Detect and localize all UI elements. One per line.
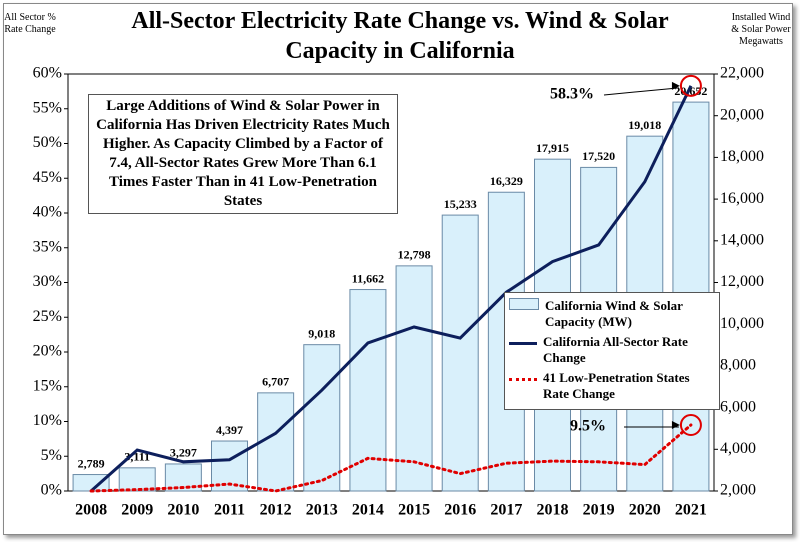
y2-axis-label: Installed Wind & Solar Power Megawatts: [731, 12, 791, 47]
legend-key: [509, 298, 539, 310]
arrow-head: [671, 81, 680, 90]
y-tick-label: 15%: [33, 377, 62, 394]
bar: [118, 467, 156, 492]
callout: 9.5%: [570, 418, 606, 435]
x-tick-label: 2013: [306, 502, 338, 519]
legend-label: 41 Low-Penetration States Rate Change: [543, 370, 690, 401]
x-tick-label: 2020: [629, 502, 661, 519]
bar: [303, 344, 341, 492]
annotation: Large Additions of Wind & Solar Power in…: [88, 94, 398, 214]
y-tick-label: 60%: [33, 65, 62, 82]
y2-tick-label: 10,000: [720, 315, 764, 332]
arrow-head: [671, 420, 680, 429]
x-tick-label: 2009: [121, 502, 153, 519]
y2-tick-label: 18,000: [720, 148, 764, 165]
y-tick-label: 0%: [41, 482, 62, 499]
bar: [349, 289, 387, 492]
y-tick-label: 25%: [33, 308, 62, 325]
bar-value-label: 6,707: [262, 375, 289, 389]
y-tick-label: 20%: [33, 343, 62, 360]
bar-value-label: 3,297: [170, 446, 197, 460]
bar-value-label: 17,520: [582, 149, 615, 163]
x-tick-label: 2012: [260, 502, 292, 519]
y2-tick-label: 4,000: [720, 440, 756, 457]
legend-key: [509, 342, 537, 345]
legend-label: California Wind & Solar Capacity (MW): [545, 298, 683, 329]
bar-value-label: 9,018: [308, 326, 335, 340]
x-tick-label: 2014: [352, 502, 384, 519]
legend-entry: California All-Sector Rate Change: [509, 334, 715, 366]
x-tick-label: 2008: [75, 502, 107, 519]
y-tick-label: 30%: [33, 273, 62, 290]
x-tick-label: 2015: [398, 502, 430, 519]
bar-value-label: 17,915: [536, 141, 569, 155]
bar-value-label: 12,798: [398, 248, 431, 262]
chart-title: All-Sector Electricity Rate Change vs. W…: [131, 8, 669, 64]
y-tick-label: 55%: [33, 99, 62, 116]
bar-value-label: 2,789: [78, 456, 105, 470]
bar-value-label: 11,662: [352, 271, 384, 285]
y-axis-label: All Sector % Rate Change: [4, 12, 56, 35]
callout-arrow: [603, 87, 679, 96]
bar-value-label: 4,397: [216, 423, 243, 437]
bar-value-label: 15,233: [444, 197, 477, 211]
y2-tick-label: 22,000: [720, 65, 764, 82]
y-tick-label: 50%: [33, 134, 62, 151]
highlight-circle: [679, 74, 702, 97]
y2-tick-label: 14,000: [720, 231, 764, 248]
x-tick-label: 2010: [167, 502, 199, 519]
bar: [441, 214, 479, 492]
y2-tick-label: 2,000: [720, 482, 756, 499]
bar-value-label: 19,018: [628, 118, 661, 132]
y-tick-label: 35%: [33, 238, 62, 255]
x-tick-label: 2016: [444, 502, 476, 519]
legend-label: California All-Sector Rate Change: [543, 334, 688, 365]
legend-key: [509, 378, 537, 381]
bar: [257, 392, 295, 492]
bar-value-label: 20,652: [674, 84, 707, 98]
legend-entry: California Wind & Solar Capacity (MW): [509, 298, 715, 330]
bar-value-label: 16,329: [490, 174, 523, 188]
y2-tick-label: 8,000: [720, 357, 756, 374]
y-tick-label: 45%: [33, 169, 62, 186]
y2-tick-label: 6,000: [720, 398, 756, 415]
x-tick-label: 2018: [537, 502, 569, 519]
bar: [395, 265, 433, 492]
y2-tick-label: 16,000: [720, 190, 764, 207]
highlight-circle: [679, 413, 702, 436]
y-tick-label: 40%: [33, 204, 62, 221]
y-tick-label: 10%: [33, 412, 62, 429]
legend: California Wind & Solar Capacity (MW) Cal…: [504, 292, 720, 410]
bar: [72, 474, 110, 492]
callout: 58.3%: [550, 86, 594, 103]
x-tick-label: 2017: [490, 502, 522, 519]
x-tick-label: 2019: [583, 502, 615, 519]
dotted-line: [89, 423, 693, 493]
line: [90, 85, 693, 493]
y2-tick-label: 12,000: [720, 273, 764, 290]
y2-tick-label: 20,000: [720, 106, 764, 123]
legend-entry: 41 Low-Penetration States Rate Change: [509, 370, 715, 402]
x-tick-label: 2021: [675, 502, 707, 519]
y-tick-label: 5%: [41, 447, 62, 464]
x-tick-label: 2011: [214, 502, 245, 519]
